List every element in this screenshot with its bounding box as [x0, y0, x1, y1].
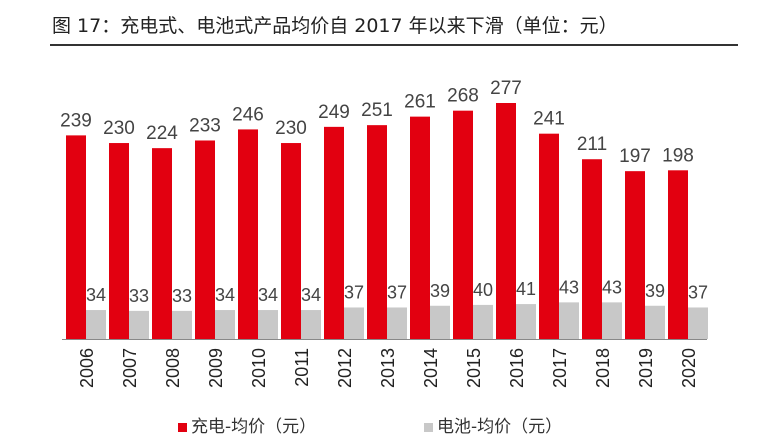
legend-swatch-charge	[178, 422, 187, 432]
x-tick-label-2016: 2016	[507, 348, 527, 388]
value-label-charge-2015: 268	[447, 86, 479, 107]
bar-battery-2010	[258, 310, 278, 339]
bar-battery-2016	[516, 304, 536, 339]
value-label-charge-2010: 246	[232, 104, 264, 125]
bar-battery-2014	[430, 305, 450, 339]
x-tick-label-2015: 2015	[464, 348, 484, 388]
x-tick-label-2019: 2019	[636, 348, 656, 388]
bar-battery-2012	[344, 307, 364, 339]
bar-battery-2018	[602, 302, 622, 339]
x-tick-label-2010: 2010	[249, 348, 269, 388]
value-label-charge-2012: 249	[318, 102, 350, 123]
bar-charge-2017	[539, 133, 559, 339]
x-tick-label-2018: 2018	[593, 348, 613, 388]
x-tick-label-2020: 2020	[679, 348, 699, 388]
bar-charge-2015	[453, 110, 473, 339]
value-label-battery-2007: 33	[129, 286, 149, 306]
x-tick-label-2008: 2008	[163, 348, 183, 388]
value-label-charge-2014: 261	[404, 92, 436, 113]
value-label-battery-2017: 43	[559, 277, 579, 297]
x-tick-label-2012: 2012	[335, 348, 355, 388]
value-label-battery-2011: 34	[301, 285, 321, 305]
value-label-charge-2019: 197	[619, 146, 651, 167]
bar-battery-2011	[301, 310, 321, 339]
value-label-battery-2013: 37	[387, 282, 407, 302]
value-label-battery-2008: 33	[172, 286, 192, 306]
value-label-charge-2006: 239	[60, 110, 92, 131]
bar-battery-2015	[473, 304, 493, 339]
title-rule	[50, 44, 738, 46]
bar-charge-2012	[324, 126, 344, 340]
value-label-charge-2007: 230	[103, 118, 135, 139]
x-tick-label-2006: 2006	[77, 348, 97, 388]
value-label-battery-2015: 40	[473, 280, 493, 300]
value-label-charge-2018: 211	[577, 134, 607, 155]
value-label-charge-2017: 241	[533, 109, 565, 130]
x-tick-label-2007: 2007	[120, 348, 140, 388]
bar-battery-2017	[559, 302, 579, 339]
legend-item-charge: 充电-均价（元）	[178, 412, 316, 437]
value-label-battery-2012: 37	[344, 282, 364, 302]
x-tick-label-2017: 2017	[550, 348, 570, 388]
bar-charge-2013	[367, 125, 387, 339]
bar-battery-2006	[86, 310, 106, 339]
bar-charge-2018	[582, 159, 602, 339]
value-label-battery-2009: 34	[215, 285, 235, 305]
bar-charge-2007	[109, 143, 129, 339]
bar-battery-2013	[387, 307, 407, 339]
value-label-charge-2009: 233	[189, 115, 221, 136]
value-label-charge-2013: 251	[361, 100, 393, 121]
bar-battery-2008	[172, 310, 192, 339]
legend-item-battery: 电池-均价（元）	[424, 412, 562, 437]
value-label-battery-2020: 37	[688, 282, 708, 302]
bar-charge-2011	[281, 143, 301, 339]
value-label-battery-2006: 34	[86, 285, 106, 305]
legend-label-battery: 电池-均价（元）	[437, 417, 563, 437]
legend-swatch-battery	[424, 422, 433, 432]
figure-title: 图 17：充电式、电池式产品均价自 2017 年以来下滑（单位：元）	[52, 15, 618, 37]
bar-charge-2019	[625, 171, 645, 339]
x-tick-label-2013: 2013	[378, 348, 398, 388]
x-tick-label-2014: 2014	[421, 348, 441, 388]
legend-label-charge: 充电-均价（元）	[191, 417, 317, 437]
bar-charge-2008	[152, 148, 172, 339]
value-label-charge-2011: 230	[275, 118, 307, 139]
value-label-battery-2010: 34	[258, 285, 278, 305]
bar-charge-2020	[668, 170, 688, 339]
bar-battery-2019	[645, 305, 665, 339]
value-label-battery-2016: 41	[516, 279, 536, 299]
x-tick-label-2009: 2009	[206, 348, 226, 388]
bar-battery-2009	[215, 310, 235, 339]
bar-battery-2020	[688, 307, 708, 339]
value-label-charge-2020: 198	[662, 145, 694, 166]
value-label-battery-2019: 39	[645, 281, 665, 301]
value-label-battery-2014: 39	[430, 281, 450, 301]
bar-charge-2009	[195, 140, 215, 339]
bar-charge-2006	[66, 135, 86, 339]
value-label-battery-2018: 43	[602, 277, 622, 297]
bar-battery-2007	[129, 310, 149, 339]
bar-charge-2010	[238, 129, 258, 339]
bar-charge-2016	[496, 103, 516, 339]
value-label-charge-2016: 277	[490, 78, 522, 99]
x-tick-label-2011: 2011	[292, 348, 312, 387]
value-label-charge-2008: 224	[146, 123, 178, 144]
bar-charge-2014	[410, 116, 430, 339]
